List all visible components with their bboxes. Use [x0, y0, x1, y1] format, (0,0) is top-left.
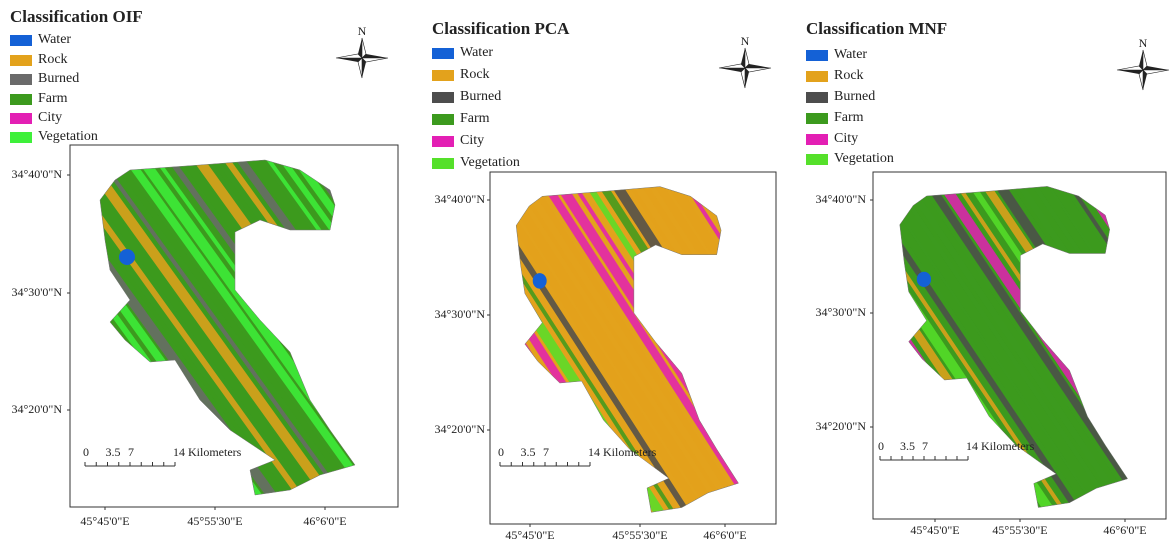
latitude-label: 34°20'0"N	[815, 419, 866, 433]
map-panel: Classification OIF Water Rock Burned Farm Cit…	[0, 7, 896, 528]
north-arrow-half	[719, 48, 771, 88]
legend-label: Rock	[38, 52, 68, 67]
scale-label: 0	[498, 445, 504, 459]
class-band	[0, 145, 70, 507]
legend-swatch	[10, 94, 32, 105]
class-band	[706, 172, 933, 524]
legend-label: Burned	[460, 89, 501, 104]
legend-swatch	[10, 113, 32, 124]
legend-swatch	[432, 70, 454, 81]
legend-label: Farm	[460, 111, 490, 126]
latitude-label: 34°30'0"N	[434, 307, 485, 321]
latitude-label: 34°40'0"N	[11, 167, 62, 181]
legend-label: City	[834, 131, 858, 146]
longitude-label: 46°6'0"E	[1103, 523, 1146, 537]
legend-swatch	[10, 35, 32, 46]
north-label: N	[358, 24, 367, 38]
longitude-label: 45°45'0"E	[505, 528, 554, 542]
legend-swatch	[806, 154, 828, 165]
longitude-label: 46°6'0"E	[703, 528, 746, 542]
legend-swatch	[432, 92, 454, 103]
class-band	[1117, 172, 1170, 519]
legend-label: Water	[834, 47, 867, 62]
legend-swatch	[806, 50, 828, 61]
longitude-label: 45°55'30"E	[612, 528, 667, 542]
legend-label: Vegetation	[834, 151, 894, 166]
legend-label: Burned	[834, 89, 875, 104]
legend-label: Farm	[38, 91, 68, 106]
legend-swatch	[806, 71, 828, 82]
class-band	[0, 145, 112, 507]
legend-swatch	[10, 132, 32, 143]
north-arrow-half	[1117, 50, 1169, 90]
scale-label: 0	[878, 439, 884, 453]
water-body	[119, 249, 135, 265]
water-body	[917, 272, 931, 287]
north-label: N	[741, 34, 750, 48]
scale-label: 7	[922, 439, 928, 453]
panel-title: Classification MNF	[806, 19, 947, 38]
scale-label: 7	[543, 445, 549, 459]
legend-swatch	[432, 136, 454, 147]
class-band	[1131, 172, 1170, 519]
longitude-label: 45°55'30"E	[187, 514, 242, 528]
latitude-label: 34°30'0"N	[815, 305, 866, 319]
legend-label: Rock	[460, 67, 490, 82]
latitude-label: 34°40'0"N	[815, 192, 866, 206]
legend-label: Water	[460, 45, 493, 60]
scale-label: 3.5	[900, 439, 915, 453]
class-band	[0, 145, 84, 507]
map-panel: Classification PCA Water Rock Burned Farm Cit…	[230, 19, 1170, 542]
class-band	[314, 172, 541, 524]
scale-label: 14 Kilometers	[173, 445, 242, 459]
panel-title: Classification OIF	[10, 7, 143, 26]
legend-label: Farm	[834, 110, 864, 125]
scale-label: 0	[83, 445, 89, 459]
legend-swatch	[10, 74, 32, 85]
legend-label: Vegetation	[460, 155, 520, 170]
panel-title: Classification PCA	[432, 19, 570, 38]
latitude-label: 34°30'0"N	[11, 285, 62, 299]
scale-label: 3.5	[106, 445, 121, 459]
legend-label: City	[38, 110, 62, 125]
longitude-label: 45°45'0"E	[910, 523, 959, 537]
legend-swatch	[806, 134, 828, 145]
legend-swatch	[806, 92, 828, 103]
latitude-label: 34°20'0"N	[434, 422, 485, 436]
scale-label: 14 Kilometers	[966, 439, 1035, 453]
scale-label: 7	[128, 445, 134, 459]
legend-swatch	[10, 55, 32, 66]
legend-swatch	[432, 48, 454, 59]
north-label: N	[1139, 36, 1148, 50]
legend-swatch	[432, 158, 454, 169]
map-figure: Classification OIF Water Rock Burned Farm Cit…	[0, 0, 1170, 543]
longitude-label: 46°6'0"E	[303, 514, 346, 528]
scale-label: 14 Kilometers	[588, 445, 657, 459]
legend-label: Water	[38, 32, 71, 47]
water-body	[533, 273, 547, 289]
class-band	[1159, 172, 1170, 519]
latitude-label: 34°20'0"N	[11, 402, 62, 416]
latitude-label: 34°40'0"N	[434, 192, 485, 206]
legend-label: Rock	[834, 68, 864, 83]
legend-swatch	[806, 113, 828, 124]
legend-label: Vegetation	[38, 129, 98, 144]
legend-swatch	[432, 114, 454, 125]
class-band	[697, 172, 929, 519]
north-arrow-half	[336, 38, 388, 78]
legend-label: Burned	[38, 71, 79, 86]
longitude-label: 45°45'0"E	[80, 514, 129, 528]
scale-label: 3.5	[521, 445, 536, 459]
longitude-label: 45°55'30"E	[992, 523, 1047, 537]
legend-label: City	[460, 133, 484, 148]
